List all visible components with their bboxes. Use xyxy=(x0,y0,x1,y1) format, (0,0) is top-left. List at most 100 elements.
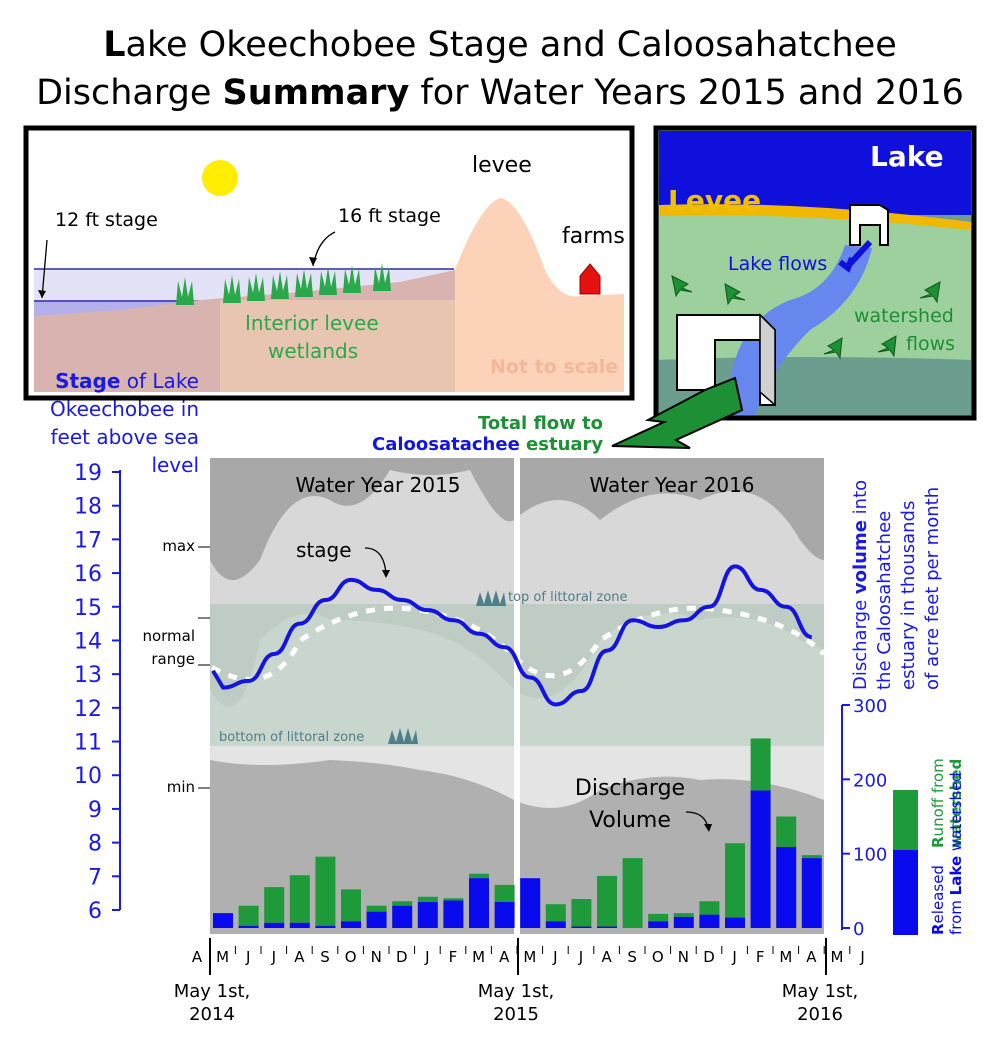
x-axis-month-label: N xyxy=(371,948,382,966)
bar-runoff xyxy=(443,898,464,901)
legend-released-label-2: from Lake watershed xyxy=(947,772,965,935)
ref-label-min: min xyxy=(167,778,195,796)
x-axis-month-label: J xyxy=(424,948,429,966)
left-axis-tick-label: 14 xyxy=(74,629,102,654)
label-map-levee: Levee xyxy=(668,184,761,217)
date-label-2015-1: May 1st, xyxy=(478,981,555,1002)
label-discharge-2: Volume xyxy=(589,808,671,833)
sun-icon xyxy=(202,160,238,196)
map-inset: Lake Levee Lake flows watershed flows xyxy=(653,125,977,421)
label-stage-annotation: stage xyxy=(296,538,352,562)
bar-runoff xyxy=(776,816,797,847)
grass-tuft-icon xyxy=(373,263,391,291)
grass-tuft-icon xyxy=(247,273,265,301)
left-axis-tick-label: 15 xyxy=(74,596,102,621)
bar-lake-release xyxy=(213,913,233,928)
bar-lake-release xyxy=(264,922,285,928)
bar-runoff xyxy=(417,896,438,902)
x-axis-month-label: M xyxy=(216,948,229,966)
label-bottom-littoral: bottom of littoral zone xyxy=(219,730,364,745)
bar-lake-release xyxy=(366,911,387,928)
grass-tuft-icon xyxy=(223,275,241,303)
left-axis-tick-label: 7 xyxy=(88,865,102,890)
x-axis-month-label: D xyxy=(703,948,715,966)
x-axis-month-label: A xyxy=(294,948,305,966)
label-levee: levee xyxy=(472,153,532,178)
x-axis-month-label: M xyxy=(779,948,792,966)
label-wy2016: Water Year 2016 xyxy=(589,473,754,497)
bar-lake-release xyxy=(597,926,617,928)
label-lake-flows: Lake flows xyxy=(728,253,827,275)
bar-lake-release xyxy=(392,905,413,928)
bar-runoff xyxy=(545,904,566,922)
label-watershed-2: flows xyxy=(906,333,955,355)
label-not-to-scale: Not to scale xyxy=(490,356,618,378)
label-wy2015: Water Year 2015 xyxy=(295,473,460,497)
right-axis-tick-label: 0 xyxy=(853,919,864,940)
bar-lake-release xyxy=(699,914,720,928)
date-label-2016-2: 2016 xyxy=(797,1004,843,1025)
bar-runoff xyxy=(699,901,720,915)
bar-lake-release xyxy=(520,878,541,928)
x-axis-month-label: A xyxy=(806,948,817,966)
x-axis-month-label: A xyxy=(192,948,203,966)
stage-line xyxy=(211,564,813,707)
x-axis-month-label: J xyxy=(552,948,557,966)
left-axis-tick-label: 16 xyxy=(74,562,102,587)
bar-runoff xyxy=(341,889,361,922)
bar-lake-release xyxy=(725,917,745,928)
date-label-2014-1: May 1st, xyxy=(174,981,251,1002)
bar-runoff xyxy=(469,873,489,879)
bar-lake-release xyxy=(571,926,592,928)
bar-runoff xyxy=(264,887,285,923)
bar-runoff xyxy=(750,738,771,791)
date-label-2014-2: 2014 xyxy=(189,1004,235,1025)
label-16ft-stage: 16 ft stage xyxy=(338,205,441,227)
bar-runoff xyxy=(494,884,515,902)
bar-lake-release xyxy=(315,925,336,928)
x-axis-month-label: J xyxy=(578,948,583,966)
bar-lake-release xyxy=(494,901,515,928)
right-axis-title-3: estuary in thousands xyxy=(898,501,919,690)
title-line-1: Lake Okeechobee Stage and Caloosahatchee xyxy=(103,25,897,65)
bar-runoff xyxy=(315,856,336,926)
total-flow-arrow-icon xyxy=(611,376,744,449)
bar-lake-release xyxy=(443,900,464,928)
x-axis-month-label: J xyxy=(271,948,276,966)
top-littoral-grass-icon xyxy=(476,590,506,606)
grass-tuft-icon xyxy=(343,265,361,293)
discharge-bars xyxy=(213,738,822,928)
bar-runoff xyxy=(622,858,643,928)
bar-lake-release xyxy=(750,790,771,928)
x-axis-month-label: S xyxy=(320,948,330,966)
date-label-2016-1: May 1st, xyxy=(782,981,859,1002)
bar-runoff xyxy=(571,899,592,927)
bar-lake-release xyxy=(289,922,310,928)
x-axis-month-label: N xyxy=(678,948,689,966)
legend: Runoff from watershed Released from Lake… xyxy=(893,758,965,935)
bar-lake-release xyxy=(648,921,669,928)
x-axis-month-label: A xyxy=(601,948,612,966)
bar-runoff xyxy=(366,905,387,912)
label-total-flow-1: Total flow to xyxy=(478,413,603,434)
legend-runoff-swatch xyxy=(893,790,918,850)
x-axis-month-label: A xyxy=(499,948,510,966)
x-axis-month-label: O xyxy=(345,948,357,966)
grass-tuft-icon xyxy=(319,267,337,295)
left-axis-title-4: level xyxy=(151,453,199,477)
grass-tuft-icon xyxy=(271,271,289,299)
left-axis-tick-label: 6 xyxy=(88,899,102,924)
right-axis-tick-label: 100 xyxy=(853,845,887,866)
label-farms: farms xyxy=(562,224,625,249)
left-axis-tick-label: 10 xyxy=(74,764,102,789)
title-line-2: Discharge Summary for Water Years 2015 a… xyxy=(36,73,964,113)
left-axis-tick-label: 11 xyxy=(74,731,102,756)
label-12ft-stage: 12 ft stage xyxy=(55,209,158,231)
legend-runoff-label-1: Runoff from xyxy=(929,758,947,848)
bar-lake-release xyxy=(776,846,797,928)
bar-lake-release xyxy=(545,921,566,928)
label-top-littoral: top of littoral zone xyxy=(508,590,628,605)
bar-runoff xyxy=(673,913,694,917)
